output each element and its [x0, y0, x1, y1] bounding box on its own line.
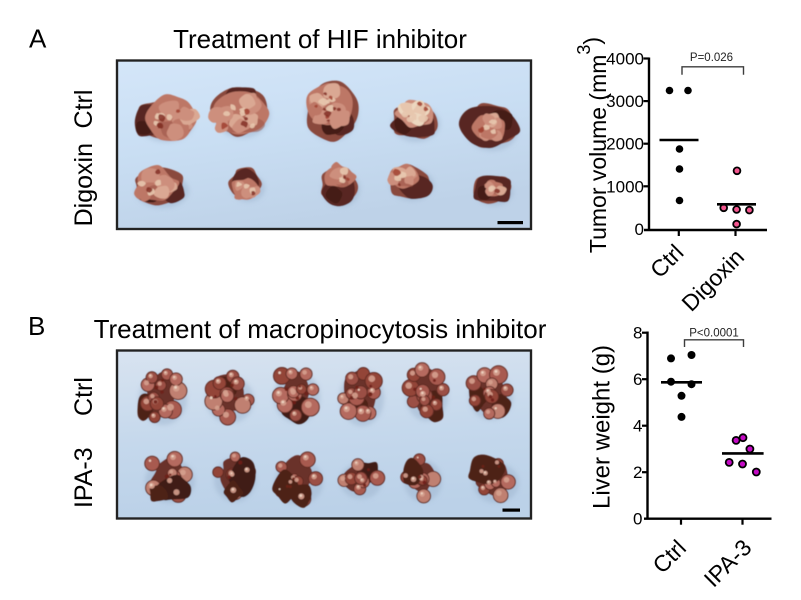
svg-text:8: 8	[633, 324, 642, 343]
svg-text:Ctrl: Ctrl	[70, 377, 98, 416]
svg-text:Ctrl: Ctrl	[70, 90, 98, 129]
svg-text:A: A	[29, 24, 47, 54]
svg-text:0: 0	[633, 510, 642, 529]
svg-text:IPA-3: IPA-3	[70, 447, 98, 508]
svg-text:4: 4	[633, 417, 642, 436]
svg-text:Treatment of HIF inhibitor: Treatment of HIF inhibitor	[173, 24, 467, 54]
svg-text:Treatment of macropinocytosis: Treatment of macropinocytosis inhibitor	[94, 314, 547, 344]
svg-text:P=0.026: P=0.026	[690, 52, 733, 64]
svg-text:2000: 2000	[606, 135, 644, 154]
svg-text:B: B	[28, 311, 45, 341]
svg-text:2: 2	[633, 463, 642, 482]
svg-text:4000: 4000	[606, 50, 644, 69]
svg-text:1000: 1000	[606, 177, 644, 196]
svg-text:Liver weight (g): Liver weight (g)	[589, 345, 616, 509]
svg-text:Digoxin: Digoxin	[70, 143, 98, 226]
svg-text:3000: 3000	[606, 92, 644, 111]
svg-text:0: 0	[635, 220, 644, 239]
svg-text:P<0.0001: P<0.0001	[689, 328, 739, 340]
svg-text:6: 6	[633, 370, 642, 389]
